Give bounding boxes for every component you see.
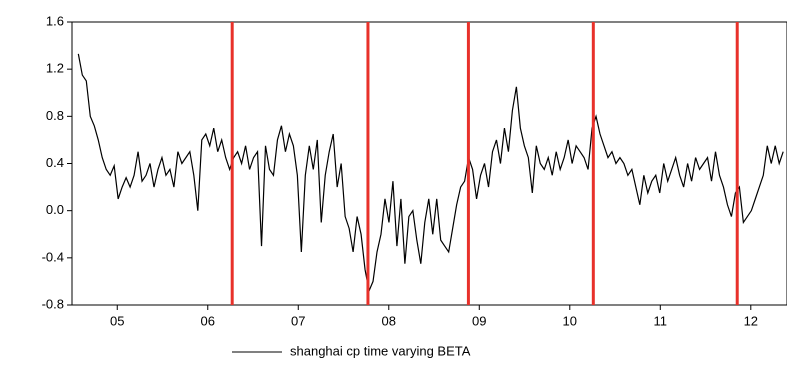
legend-label: shanghai cp time varying BETA [290, 343, 471, 358]
x-tick-label: 12 [744, 313, 758, 328]
y-tick-label: 0.8 [46, 108, 64, 123]
y-tick-label: 0.0 [46, 202, 64, 217]
x-tick-label: 05 [110, 313, 124, 328]
y-tick-label: -0.4 [42, 249, 64, 264]
y-tick-label: 0.4 [46, 155, 64, 170]
x-tick-label: 11 [654, 313, 668, 328]
y-tick-label: -0.8 [42, 296, 64, 311]
x-tick-label: 10 [563, 313, 577, 328]
data-line [77, 53, 784, 293]
y-tick-label: 1.6 [46, 13, 64, 28]
x-tick-label: 09 [472, 313, 486, 328]
x-tick-label: 06 [201, 313, 215, 328]
x-tick-label: 08 [382, 313, 396, 328]
x-tick-label: 07 [291, 313, 305, 328]
y-tick-label: 1.2 [46, 61, 64, 76]
plot-frame [71, 21, 787, 306]
